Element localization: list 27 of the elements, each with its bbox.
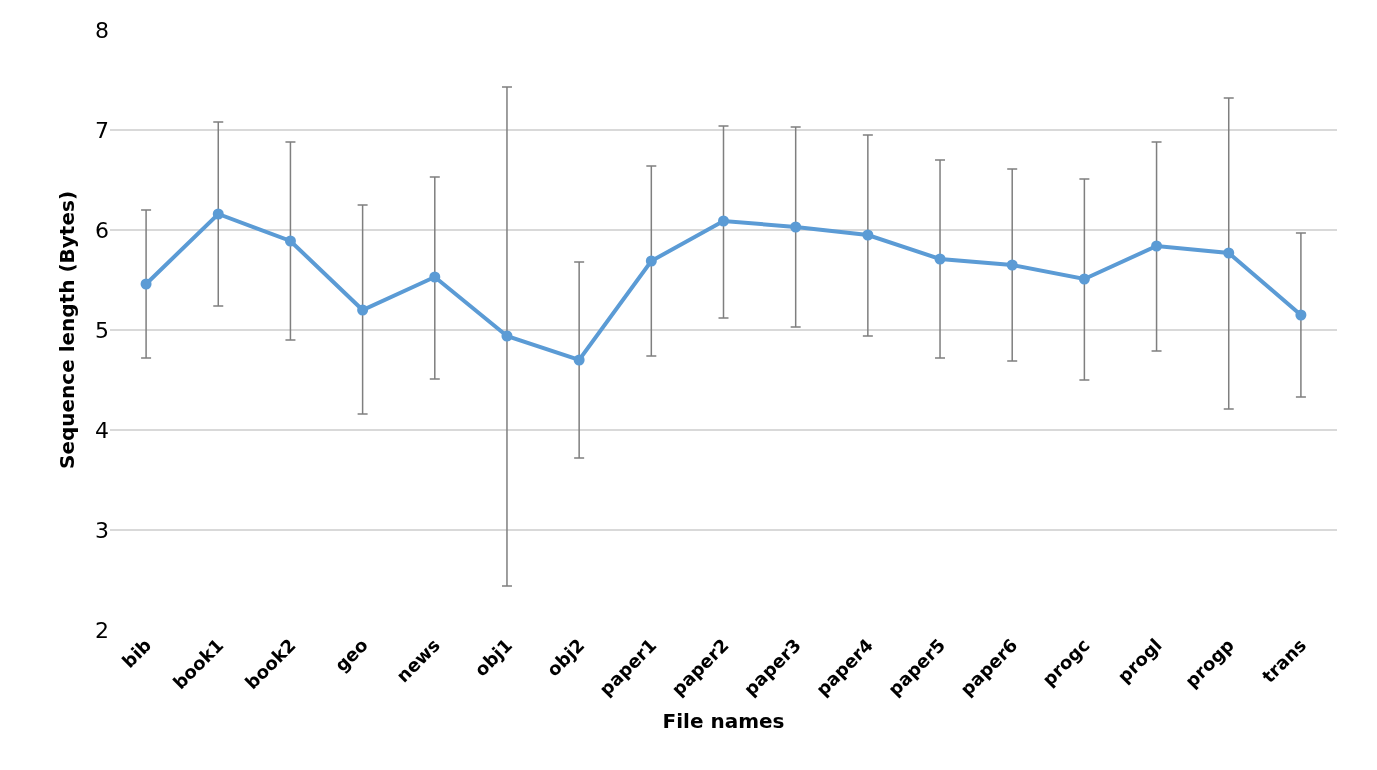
point — [718, 215, 729, 227]
point — [790, 221, 802, 233]
y-tick-label: 5 — [95, 317, 109, 343]
point — [429, 271, 441, 283]
point — [573, 354, 585, 366]
y-tick-label: 7 — [95, 117, 109, 143]
point — [1295, 309, 1307, 321]
point — [284, 235, 296, 247]
point — [1223, 247, 1235, 259]
x-axis-title: File names — [662, 709, 785, 734]
point — [501, 330, 513, 342]
point — [1078, 273, 1090, 285]
point — [140, 278, 152, 290]
point — [934, 253, 946, 265]
y-tick-label: 6 — [95, 217, 109, 243]
point — [357, 304, 369, 316]
point — [212, 208, 224, 220]
point — [862, 229, 874, 241]
y-tick-label: 2 — [95, 617, 109, 643]
y-tick-label: 4 — [95, 417, 109, 443]
y-tick-label: 3 — [95, 517, 109, 543]
y-axis-title: Sequence length (Bytes) — [54, 190, 79, 470]
x-tick-label: bib — [117, 634, 156, 672]
y-tick-label: 8 — [95, 17, 109, 43]
point — [1151, 240, 1163, 252]
point — [645, 255, 657, 267]
point — [1006, 259, 1018, 271]
